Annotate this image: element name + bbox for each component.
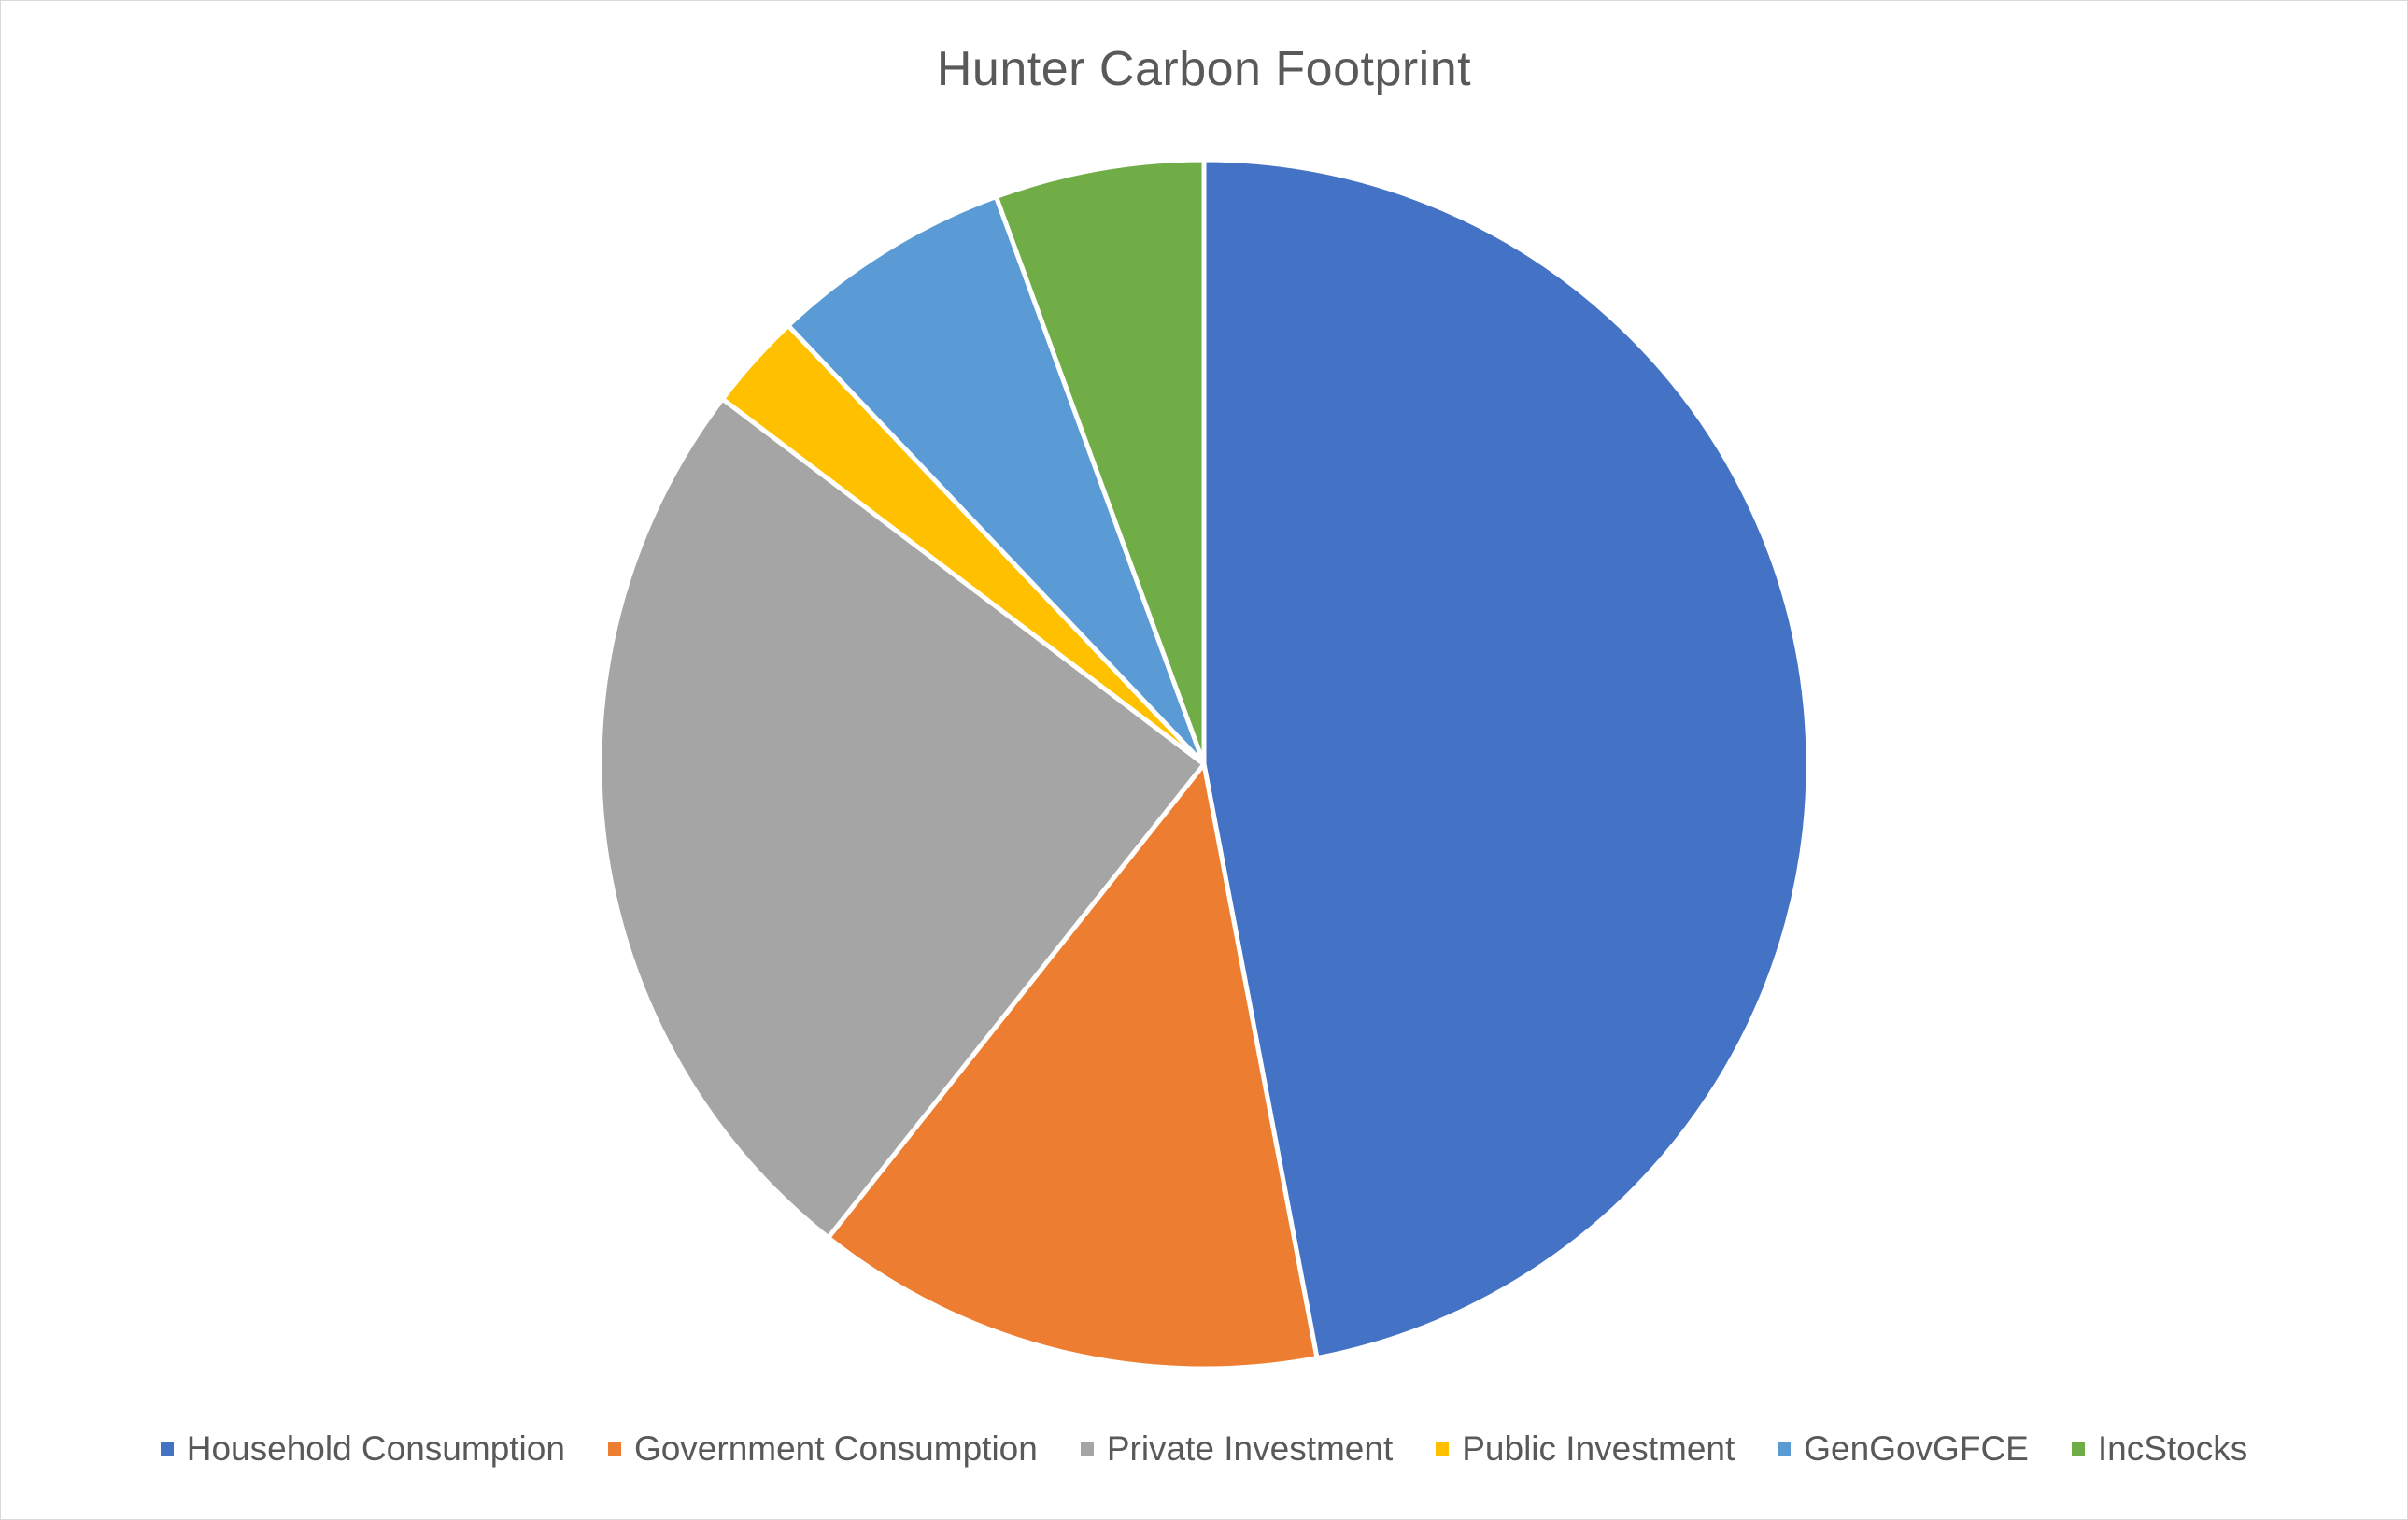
pie-slice-incstocks xyxy=(993,157,1207,767)
chart-title: Hunter Carbon Footprint xyxy=(936,42,1472,96)
legend-swatch-public-investment xyxy=(1436,1442,1450,1456)
legend-swatch-government-consumption xyxy=(607,1442,621,1456)
legend-item-gengovgfce: GenGovGFCE xyxy=(1778,1429,2029,1469)
legend-label-public-investment: Public Investment xyxy=(1462,1429,1735,1468)
pie-slice-private-investment xyxy=(597,396,1207,1241)
legend-item-public-investment: Public Investment xyxy=(1436,1429,1735,1469)
legend-label-incstocks: IncStocks xyxy=(2097,1429,2248,1468)
legend-item-incstocks: IncStocks xyxy=(2071,1429,2248,1469)
legend-swatch-gengovgfce xyxy=(1778,1442,1792,1456)
legend-swatch-incstocks xyxy=(2071,1442,2085,1456)
chart-legend: Household Consumption Government Consumpt… xyxy=(0,1429,2408,1469)
pie-slice-government-consumption xyxy=(826,761,1320,1371)
legend-item-private-investment: Private Investment xyxy=(1080,1429,1394,1469)
legend-label-gengovgfce: GenGovGFCE xyxy=(1804,1429,2029,1468)
pie-slice-gengovgfce xyxy=(786,193,1207,767)
legend-swatch-household-consumption xyxy=(160,1442,174,1456)
legend-item-government-consumption: Government Consumption xyxy=(607,1429,1038,1469)
pie-slice-household-consumption xyxy=(1201,157,1811,1361)
legend-swatch-private-investment xyxy=(1080,1442,1094,1456)
legend-label-household-consumption: Household Consumption xyxy=(186,1429,565,1468)
legend-label-government-consumption: Government Consumption xyxy=(633,1429,1038,1468)
legend-label-private-investment: Private Investment xyxy=(1106,1429,1394,1468)
legend-item-household-consumption: Household Consumption xyxy=(160,1429,565,1469)
